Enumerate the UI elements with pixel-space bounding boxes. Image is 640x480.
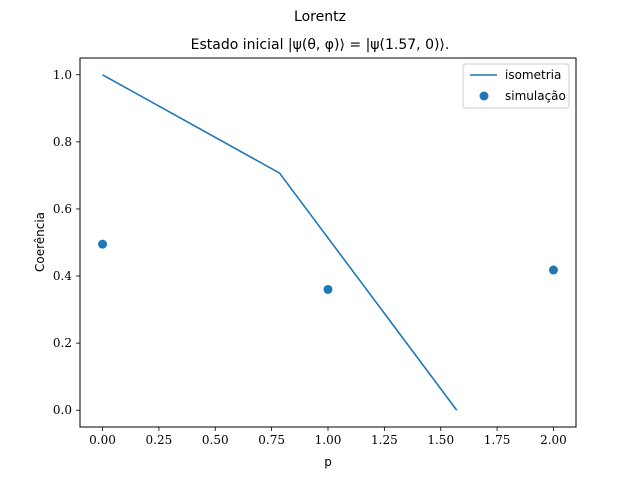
- x-tick-label: 1.75: [484, 433, 511, 447]
- chart-suptitle: Lorentz: [294, 9, 346, 25]
- x-tick-label: 1.50: [427, 433, 454, 447]
- x-tick-label: 2.00: [540, 433, 567, 447]
- legend-marker-swatch: [479, 91, 489, 101]
- y-tick-label: 0.4: [53, 269, 72, 283]
- series-line-isometria: [102, 74, 458, 411]
- scatter-point: [548, 265, 558, 275]
- y-tick-label: 1.0: [53, 68, 72, 82]
- y-tick-label: 0.6: [53, 202, 72, 216]
- scatter-point: [323, 284, 333, 294]
- legend-label-isometria: isometria: [505, 68, 561, 82]
- x-tick-label: 0.50: [202, 433, 229, 447]
- x-tick-label: 0.25: [146, 433, 173, 447]
- legend: isometria simulação: [462, 63, 570, 109]
- x-axis-label: p: [324, 455, 332, 469]
- y-axis-label: Coerência: [33, 212, 47, 272]
- x-tick-label: 1.00: [315, 433, 342, 447]
- y-tick-label: 0.8: [53, 135, 72, 149]
- x-tick-label: 0.00: [89, 433, 116, 447]
- x-axis: 0.00 0.25 0.50 0.75 1.00 1.25 1.50 1.75 2.00: [89, 427, 567, 447]
- chart-title: Estado inicial |ψ(θ, φ)⟩ = |ψ(1.57, 0)⟩.: [191, 37, 450, 53]
- legend-label-simulacao: simulação: [505, 89, 566, 103]
- y-axis: 0.0 0.2 0.4 0.6 0.8 1.0: [53, 68, 80, 417]
- scatter-point: [98, 239, 108, 249]
- y-tick-label: 0.2: [53, 336, 72, 350]
- axes-frame: [79, 57, 577, 428]
- x-tick-label: 1.25: [371, 433, 398, 447]
- plot-area: [98, 74, 558, 411]
- y-tick-label: 0.0: [53, 403, 72, 417]
- x-tick-label: 0.75: [258, 433, 285, 447]
